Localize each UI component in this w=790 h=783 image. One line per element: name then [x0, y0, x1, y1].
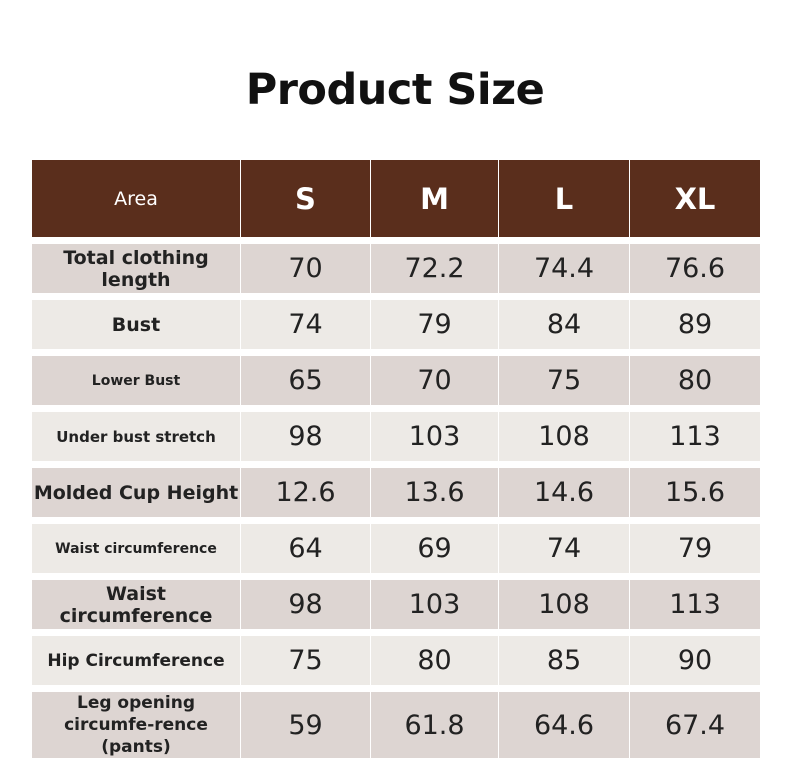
area-label: Lower Bust — [32, 356, 241, 405]
value-cell: 64.6 — [499, 692, 630, 758]
table-header-row: Area S M L XL — [32, 160, 760, 237]
value-cell: 103 — [371, 580, 499, 629]
table-row: Hip Circumference 75 80 85 90 — [32, 636, 760, 685]
value-cell: 74 — [241, 300, 371, 349]
value-cell: 61.8 — [371, 692, 499, 758]
header-area: Area — [32, 160, 241, 237]
value-cell: 64 — [241, 524, 371, 573]
table-row: Waist circumference 98 103 108 113 — [32, 580, 760, 629]
value-cell: 65 — [241, 356, 371, 405]
header-size-s: S — [241, 160, 371, 237]
value-cell: 74 — [499, 524, 630, 573]
value-cell: 80 — [371, 636, 499, 685]
header-size-m: M — [371, 160, 499, 237]
table-row: Total clothing length 70 72.2 74.4 76.6 — [32, 244, 760, 293]
value-cell: 98 — [241, 580, 371, 629]
value-cell: 98 — [241, 412, 371, 461]
table-row: Lower Bust 65 70 75 80 — [32, 356, 760, 405]
value-cell: 84 — [499, 300, 630, 349]
value-cell: 79 — [371, 300, 499, 349]
value-cell: 59 — [241, 692, 371, 758]
area-label: Hip Circumference — [32, 636, 241, 685]
area-label: Under bust stretch — [32, 412, 241, 461]
value-cell: 13.6 — [371, 468, 499, 517]
table-row: Bust 74 79 84 89 — [32, 300, 760, 349]
area-label: Total clothing length — [32, 244, 241, 293]
page-title: Product Size — [245, 65, 545, 115]
header-size-l: L — [499, 160, 630, 237]
value-cell: 15.6 — [630, 468, 760, 517]
value-cell: 67.4 — [630, 692, 760, 758]
value-cell: 80 — [630, 356, 760, 405]
value-cell: 89 — [630, 300, 760, 349]
header-size-xl: XL — [630, 160, 760, 237]
value-cell: 76.6 — [630, 244, 760, 293]
value-cell: 70 — [241, 244, 371, 293]
value-cell: 12.6 — [241, 468, 371, 517]
value-cell: 79 — [630, 524, 760, 573]
table-row: Waist circumference 64 69 74 79 — [32, 524, 760, 573]
value-cell: 108 — [499, 580, 630, 629]
value-cell: 14.6 — [499, 468, 630, 517]
area-label: Molded Cup Height — [32, 468, 241, 517]
value-cell: 113 — [630, 412, 760, 461]
area-label: Waist circumference — [32, 580, 241, 629]
table-row: Leg opening circumfe-rence (pants) 59 61… — [32, 692, 760, 758]
size-chart-table: Area S M L XL Total clothing length 70 7… — [32, 160, 760, 758]
area-label: Bust — [32, 300, 241, 349]
value-cell: 75 — [241, 636, 371, 685]
value-cell: 103 — [371, 412, 499, 461]
value-cell: 85 — [499, 636, 630, 685]
value-cell: 90 — [630, 636, 760, 685]
value-cell: 70 — [371, 356, 499, 405]
value-cell: 69 — [371, 524, 499, 573]
value-cell: 108 — [499, 412, 630, 461]
value-cell: 75 — [499, 356, 630, 405]
area-label: Waist circumference — [32, 524, 241, 573]
table-row: Under bust stretch 98 103 108 113 — [32, 412, 760, 461]
value-cell: 74.4 — [499, 244, 630, 293]
area-label: Leg opening circumfe-rence (pants) — [32, 692, 241, 758]
value-cell: 72.2 — [371, 244, 499, 293]
table-row: Molded Cup Height 12.6 13.6 14.6 15.6 — [32, 468, 760, 517]
value-cell: 113 — [630, 580, 760, 629]
